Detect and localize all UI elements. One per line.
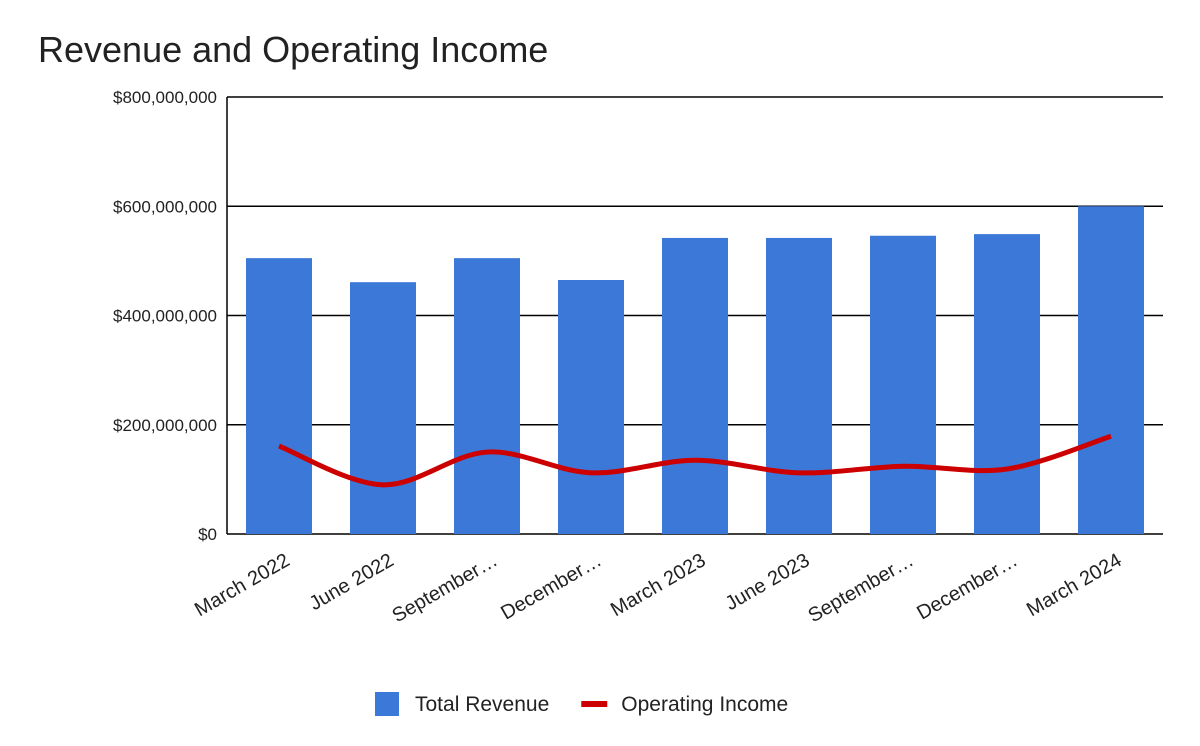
legend-swatch: [375, 692, 399, 716]
bar: [766, 237, 832, 534]
y-tick-label: $600,000,000: [113, 197, 217, 216]
bar: [1078, 206, 1144, 534]
legend-label: Operating Income: [621, 693, 788, 716]
line: [278, 433, 1112, 488]
y-tick-label: $800,000,000: [113, 88, 217, 107]
x-tick-label: March 2024: [1023, 549, 1125, 621]
x-tick-label: December…: [497, 549, 605, 624]
bar: [350, 282, 416, 534]
x-tick-label: September…: [804, 549, 917, 627]
bar: [246, 258, 312, 534]
y-tick-label: $200,000,000: [113, 416, 217, 435]
legend-label: Total Revenue: [415, 693, 549, 716]
x-tick-label: September…: [388, 549, 501, 627]
x-tick-label: June 2023: [722, 549, 814, 615]
bar: [662, 237, 728, 534]
x-tick-label: March 2023: [607, 549, 709, 621]
bar: [454, 258, 520, 534]
chart-title: Revenue and Operating Income: [38, 29, 548, 70]
x-tick-label: March 2022: [191, 549, 293, 621]
bar: [974, 234, 1040, 534]
y-tick-label: $0: [198, 525, 217, 544]
bar: [558, 279, 624, 534]
bar: [870, 235, 936, 534]
y-tick-label: $400,000,000: [113, 307, 217, 326]
x-tick-label: June 2022: [306, 549, 398, 615]
x-tick-label: December…: [913, 549, 1021, 624]
